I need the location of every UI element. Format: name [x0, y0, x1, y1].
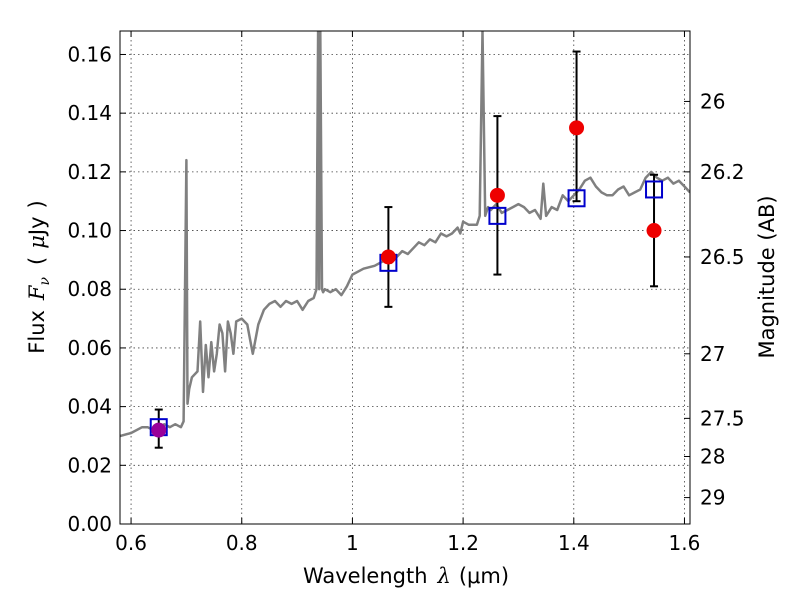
y-tick-labels: 0.00 0.02 0.04 0.06 0.08 0.10 0.12 0.14 0.16: [67, 42, 112, 536]
observed-point-1: [380, 249, 396, 265]
model-point-4: [645, 180, 664, 199]
y-tick-label-5: 0.10: [67, 219, 112, 243]
observed-point-0: [151, 422, 167, 438]
x-tick-label-5: 1.6: [669, 531, 701, 555]
x-axis-title: Wavelength λ (μm): [303, 564, 509, 588]
y-tick-label-8: 0.16: [67, 42, 112, 66]
y2-tick-label-5: 28: [700, 445, 725, 469]
y-tick-label-4: 0.08: [67, 277, 112, 301]
x-tick-labels: 0.6 0.8 1 1.2 1.4 1.6: [115, 531, 700, 555]
x-tick-label-1: 0.8: [226, 531, 258, 555]
observed-point-2: [489, 187, 505, 203]
plot-frame: [119, 30, 691, 525]
y2-tick-label-0: 26: [700, 89, 725, 113]
observed-point-3: [569, 120, 585, 136]
y2-tick-label-3: 27: [700, 342, 725, 366]
y2-axis-title: Magnitude (AB): [755, 195, 779, 358]
ticks-layer: [120, 31, 690, 525]
y-tick-label-6: 0.12: [67, 160, 112, 184]
y2-tick-label-1: 26.2: [700, 160, 745, 184]
y2-tick-label-2: 26.5: [700, 245, 745, 269]
y-tick-label-3: 0.06: [67, 336, 112, 360]
y2-tick-label-4: 27.5: [700, 406, 745, 430]
y-tick-label-2: 0.04: [67, 395, 112, 419]
y2-tick-label-6: 29: [700, 486, 725, 510]
observed-photometry-layer: [151, 120, 662, 438]
y-tick-label-0: 0.00: [67, 512, 112, 536]
y-tick-label-7: 0.14: [67, 101, 112, 125]
y-tick-label-1: 0.02: [67, 453, 112, 477]
x-tick-label-3: 1.2: [447, 531, 479, 555]
grid-lines: [120, 31, 690, 525]
observed-point-4: [646, 223, 662, 239]
x-tick-label-0: 0.6: [115, 531, 147, 555]
x-tick-label-2: 1: [346, 531, 359, 555]
y-axis-title: FluxFν(μJy): [25, 200, 53, 353]
y2-tick-labels: 26 26.2 26.5 27 27.5 28 29: [700, 89, 745, 509]
model-point-3: [567, 189, 586, 208]
x-tick-label-4: 1.4: [558, 531, 590, 555]
model-point-2: [488, 206, 507, 225]
